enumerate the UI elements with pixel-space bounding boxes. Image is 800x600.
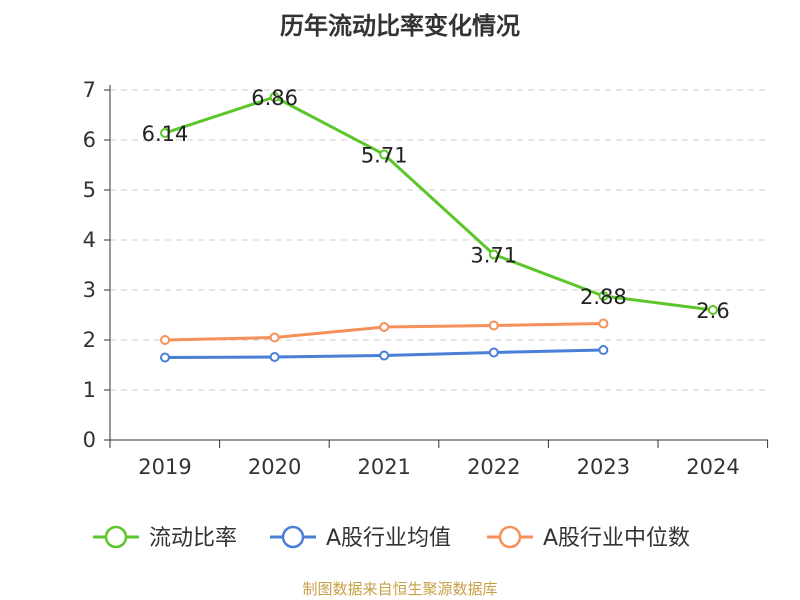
legend-marker-icon bbox=[104, 525, 128, 549]
data-label: 2.88 bbox=[580, 285, 627, 309]
data-label: 2.6 bbox=[696, 299, 729, 323]
data-point bbox=[160, 352, 170, 363]
y-tick-label: 2 bbox=[83, 328, 96, 352]
data-point bbox=[488, 320, 499, 331]
data-point bbox=[269, 332, 280, 343]
data-label: 3.71 bbox=[470, 244, 517, 268]
y-tick-label: 5 bbox=[83, 178, 96, 202]
y-tick-label: 1 bbox=[83, 378, 96, 402]
data-point bbox=[379, 322, 390, 332]
x-tick-label: 2021 bbox=[357, 455, 410, 479]
data-label: 5.71 bbox=[361, 144, 408, 168]
y-tick-label: 6 bbox=[83, 128, 96, 152]
legend-label: A股行业均值 bbox=[326, 526, 451, 551]
legend-item[interactable]: A股行业中位数 bbox=[487, 525, 690, 551]
y-tick-label: 7 bbox=[83, 78, 96, 102]
data-labels: 6.14 6.86 5.71 3.71 2.88 2.6 bbox=[142, 86, 730, 323]
chart-title: 历年流动比率变化情况 bbox=[280, 12, 520, 40]
series-line bbox=[164, 95, 714, 312]
data-point bbox=[598, 345, 609, 355]
data-label: 6.14 bbox=[142, 122, 189, 146]
legend-marker-icon bbox=[498, 525, 522, 549]
x-tick-label: 2022 bbox=[467, 455, 520, 479]
legend-item[interactable]: A股行业均值 bbox=[270, 525, 451, 551]
y-tick-label: 4 bbox=[83, 228, 96, 252]
data-point bbox=[269, 92, 280, 102]
data-point bbox=[160, 335, 170, 345]
legend-item[interactable]: 流动比率 bbox=[93, 525, 237, 551]
data-point bbox=[269, 352, 280, 362]
gridlines bbox=[110, 89, 768, 391]
series-lines bbox=[160, 92, 718, 363]
legend: 流动比率 A股行业均值 A股行业中位数 bbox=[93, 525, 690, 551]
x-tick-label: 2023 bbox=[577, 455, 630, 479]
y-tick-label: 0 bbox=[83, 428, 96, 452]
data-point bbox=[379, 350, 390, 361]
y-tick-label: 3 bbox=[83, 278, 96, 302]
legend-marker-icon bbox=[281, 525, 305, 549]
source-note: 制图数据来自恒生聚源数据库 bbox=[302, 580, 498, 598]
x-tick-label: 2020 bbox=[248, 455, 301, 479]
legend-label: 流动比率 bbox=[149, 526, 237, 551]
data-point bbox=[598, 318, 609, 329]
data-point bbox=[488, 347, 499, 358]
data-point bbox=[379, 149, 390, 160]
legend-label: A股行业中位数 bbox=[543, 526, 690, 551]
data-point bbox=[708, 305, 718, 315]
data-point bbox=[598, 291, 609, 301]
data-label: 6.86 bbox=[251, 86, 298, 110]
data-point bbox=[488, 249, 499, 260]
axes: 0 1 2 3 4 5 6 7 2019 2020 2021 2022 2023 2024 bbox=[83, 78, 769, 479]
data-point bbox=[160, 128, 170, 138]
x-tick-label: 2019 bbox=[138, 455, 191, 479]
x-tick-label: 2024 bbox=[686, 455, 739, 479]
